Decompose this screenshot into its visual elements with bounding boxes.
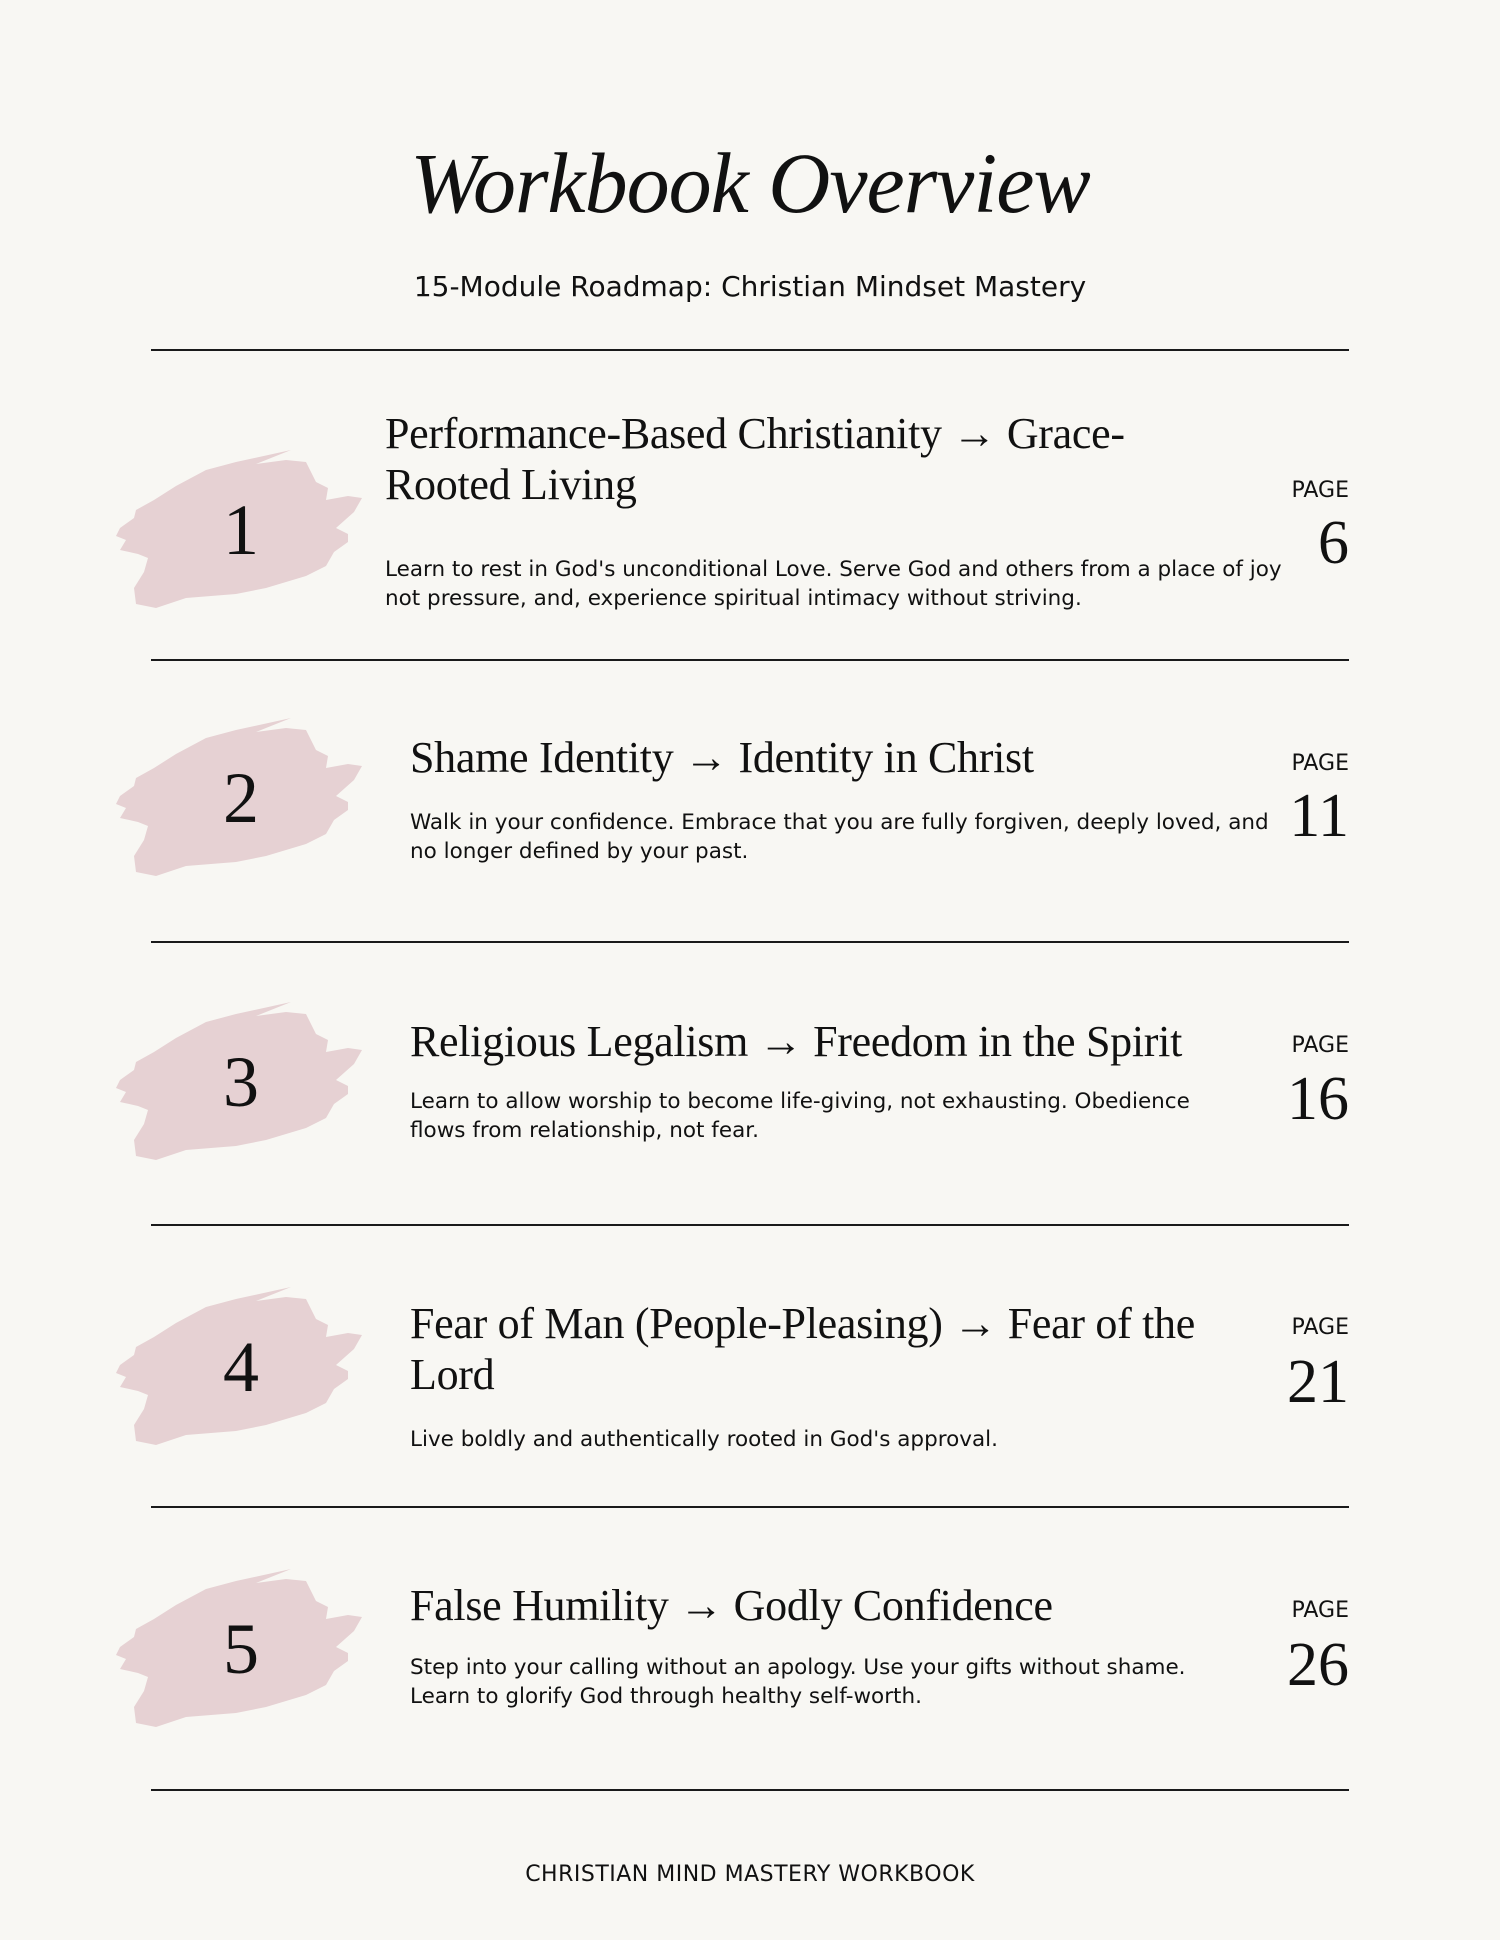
page-label: PAGE	[1291, 478, 1349, 503]
module-description: Walk in your confidence. Embrace that yo…	[410, 810, 1269, 864]
divider	[151, 1506, 1349, 1508]
module-heading: Religious Legalism → Freedom in the Spir…	[410, 1017, 1182, 1066]
page-label: PAGE	[1291, 1033, 1349, 1058]
page-number: 26	[1287, 1631, 1349, 1699]
brush-shape	[116, 1569, 362, 1727]
module-description: Learn to rest in God's unconditional Lov…	[385, 557, 1282, 611]
brush-shape	[116, 450, 362, 608]
brush-shape	[116, 1002, 362, 1160]
module-number: 2	[223, 758, 259, 838]
module-heading: False Humility → Godly Confidence	[410, 1581, 1053, 1630]
module-heading: Performance-Based Christianity → Grace-R…	[385, 409, 1125, 509]
module-number: 1	[223, 490, 259, 570]
page-number: 11	[1289, 782, 1349, 850]
module-number: 3	[223, 1042, 259, 1122]
page-title: Workbook Overview	[410, 135, 1091, 231]
page-number: 21	[1287, 1348, 1349, 1416]
page-label: PAGE	[1291, 751, 1349, 776]
page-subtitle: 15-Module Roadmap: Christian Mindset Mas…	[413, 270, 1087, 303]
module-heading: Shame Identity → Identity in Christ	[410, 733, 1034, 782]
footer-text: CHRISTIAN MIND MASTERY WORKBOOK	[525, 1862, 975, 1887]
module-description: Live boldly and authentically rooted in …	[410, 1427, 998, 1452]
module-heading: Fear of Man (People-Pleasing) → Fear of …	[410, 1299, 1195, 1399]
page-label: PAGE	[1291, 1598, 1349, 1623]
divider	[151, 1224, 1349, 1226]
brush-stroke-badge: 3	[116, 1000, 366, 1165]
module-number: 4	[223, 1327, 259, 1407]
divider	[151, 659, 1349, 661]
divider	[151, 349, 1349, 351]
page-number: 6	[1318, 509, 1349, 577]
brush-shape	[116, 718, 362, 876]
page-number: 16	[1287, 1065, 1349, 1133]
brush-shape	[116, 1287, 362, 1445]
module-description: Learn to allow worship to become life-gi…	[410, 1089, 1190, 1143]
module-number: 5	[223, 1609, 259, 1689]
brush-stroke-badge: 1	[116, 448, 366, 613]
divider	[151, 941, 1349, 943]
brush-stroke-badge: 4	[116, 1285, 366, 1450]
divider	[151, 1789, 1349, 1791]
brush-stroke-badge: 5	[116, 1567, 366, 1732]
module-description: Step into your calling without an apolog…	[410, 1655, 1186, 1709]
brush-stroke-badge: 2	[116, 716, 366, 881]
page-label: PAGE	[1291, 1315, 1349, 1340]
